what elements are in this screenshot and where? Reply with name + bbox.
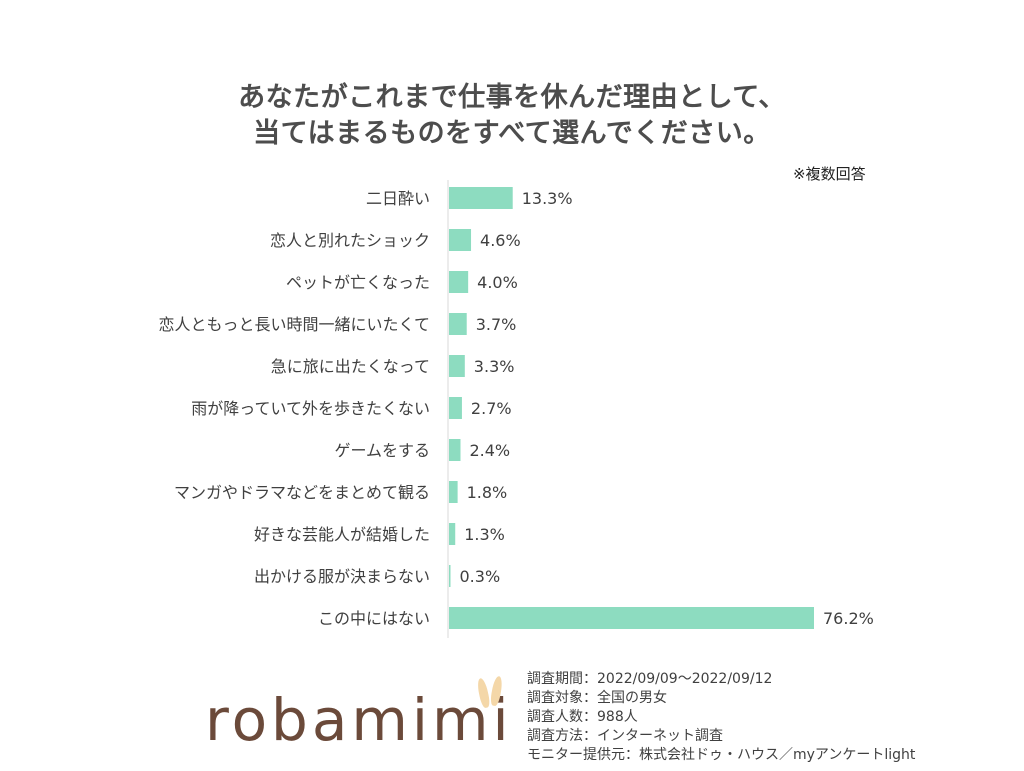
value-label: 4.6%	[480, 231, 521, 250]
category-label: 好きな芸能人が結婚した	[254, 525, 430, 544]
category-label: 二日酔い	[366, 189, 430, 208]
value-label: 13.3%	[522, 189, 573, 208]
value-label: 4.0%	[477, 273, 518, 292]
value-label: 0.3%	[460, 567, 501, 586]
bar	[449, 397, 462, 419]
value-label: 2.4%	[469, 441, 510, 460]
multiple-answer-note: ※複数回答	[793, 165, 866, 183]
bar	[449, 271, 469, 293]
title-line-1: あなたがこれまで仕事を休んだ理由として、	[238, 82, 786, 113]
category-label: 急に旅に出たくなって	[271, 357, 430, 376]
survey-target: 調査対象：全国の男女	[527, 690, 667, 706]
category-label: ペットが亡くなった	[286, 273, 430, 292]
bar-chart: 二日酔い 13.3% 恋人と別れたショック 4.6% ペットが亡くなった 4.0% 恋人とも…	[158, 180, 874, 638]
logo-text: robamimi	[205, 686, 513, 754]
category-label: ゲームをする	[334, 441, 430, 460]
value-label: 1.8%	[467, 483, 508, 502]
survey-info: 調査期間：2022/09/09～2022/09/12 調査対象：全国の男女 調査…	[527, 670, 915, 765]
bar	[449, 481, 458, 503]
value-label: 1.3%	[464, 525, 505, 544]
bar	[449, 565, 451, 587]
survey-count: 調査人数：988人	[527, 709, 638, 725]
survey-provider: モニター提供元：株式会社ドゥ・ハウス／myアンケートlight	[527, 747, 916, 763]
title-line-2: 当てはまるものをすべて選んでください。	[253, 118, 771, 149]
category-label: 出かける服が決まらない	[254, 567, 430, 586]
category-label: 恋人ともっと長い時間一緒にいたくて	[158, 315, 430, 334]
bar	[449, 313, 467, 335]
survey-method: 調査方法：インターネット調査	[527, 728, 723, 744]
bar	[449, 523, 456, 545]
value-label: 76.2%	[823, 609, 874, 628]
value-label: 2.7%	[471, 399, 512, 418]
value-label: 3.7%	[476, 315, 517, 334]
chart-title: あなたがこれまで仕事を休んだ理由として、 当てはまるものをすべて選んでください。	[0, 80, 1024, 152]
bar	[449, 187, 513, 209]
bar	[449, 355, 465, 377]
bar	[449, 607, 814, 629]
category-label: 恋人と別れたショック	[270, 231, 430, 250]
survey-period: 調査期間：2022/09/09～2022/09/12	[527, 671, 773, 687]
bar	[449, 229, 472, 251]
category-label: 雨が降っていて外を歩きたくない	[191, 399, 430, 418]
category-label: マンガやドラマなどをまとめて観る	[174, 483, 430, 502]
category-label: この中にはない	[318, 609, 430, 628]
bar	[449, 439, 461, 461]
value-label: 3.3%	[474, 357, 515, 376]
robamimi-logo: robamimi	[205, 690, 513, 750]
